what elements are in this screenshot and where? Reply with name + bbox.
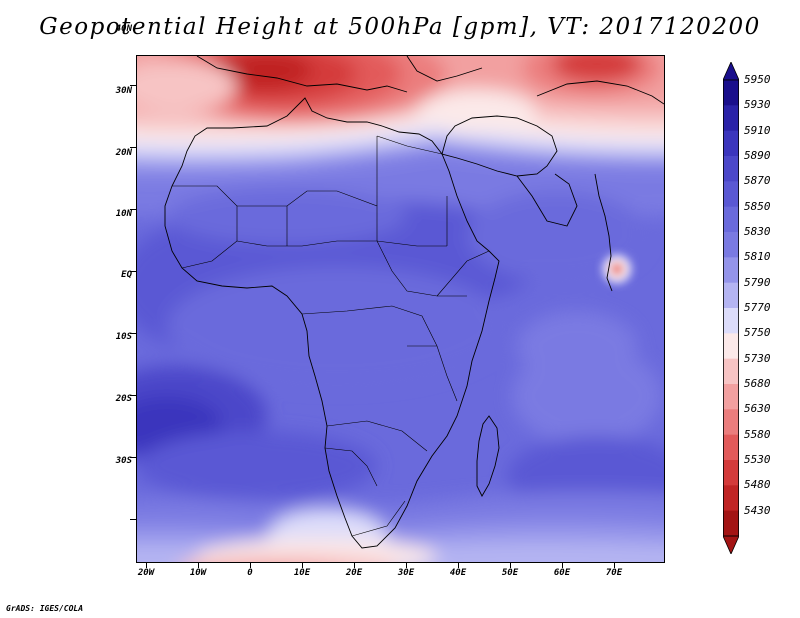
colorbar-segment	[723, 282, 739, 309]
colorbar-segment	[723, 333, 739, 360]
lat-label-40n: 40N	[115, 24, 132, 34]
colorbar-label: 5810	[744, 250, 771, 264]
lat-tick	[130, 333, 136, 334]
lon-label-30e: 30E	[397, 568, 415, 578]
colorbar-label: 5870	[744, 174, 771, 188]
lat-label-20n: 20N	[115, 148, 132, 158]
lon-tick	[146, 563, 147, 568]
colorbar-segment	[723, 105, 739, 132]
lon-label-20e: 20E	[345, 568, 363, 578]
lat-tick	[130, 147, 136, 148]
lon-tick	[562, 563, 563, 568]
lon-label-70e: 70E	[605, 568, 623, 578]
lon-tick	[198, 563, 199, 568]
colorbar-segment	[723, 80, 739, 106]
height-field-map	[137, 56, 664, 562]
colorbar-label: 5930	[744, 98, 771, 112]
lat-tick	[130, 271, 136, 272]
lon-tick	[354, 563, 355, 568]
cyclone-feature	[601, 253, 633, 285]
colorbar-segment	[723, 232, 739, 258]
colorbar-segment	[723, 460, 739, 486]
lon-label-20w: 20W	[137, 568, 155, 578]
colorbar-label: 5770	[744, 301, 771, 314]
height-field-contours	[137, 56, 664, 562]
lon-tick	[302, 563, 303, 568]
colorbar-label: 5630	[744, 402, 771, 416]
lon-tick	[458, 563, 459, 568]
colorbar-segment	[723, 358, 739, 385]
map-title: Geopotential Height at 500hPa [gpm], VT:…	[39, 14, 761, 40]
lon-label-10w: 10W	[189, 568, 207, 578]
colorbar-label: 5950	[744, 73, 771, 86]
colorbar-label: 5430	[744, 503, 771, 517]
colorbar-cap-bottom	[723, 535, 739, 554]
lon-tick	[510, 563, 511, 568]
colorbar-segment	[723, 409, 739, 436]
colorbar-label: 5580	[744, 427, 771, 441]
lat-label-eq: EQ	[121, 270, 132, 280]
colorbar-label: 5830	[744, 225, 771, 238]
colorbar-segment	[723, 181, 739, 208]
colorbar-segment	[723, 130, 739, 157]
lon-label-40e: 40E	[449, 568, 467, 578]
colorbar-label: 5910	[744, 123, 771, 137]
lon-label-60e: 60E	[553, 568, 571, 578]
colorbar-label: 5750	[744, 326, 771, 340]
colorbar-label: 5480	[744, 478, 771, 492]
colorbar-segment	[723, 308, 739, 334]
lat-label-30n: 30N	[115, 86, 132, 96]
colorbar-segment	[723, 434, 739, 461]
lat-label-20s: 20S	[115, 394, 132, 404]
credit-text: GrADS: IGES/COLA	[6, 604, 84, 613]
colorbar-label: 5680	[744, 377, 771, 390]
coastlines	[164, 56, 664, 549]
colorbar-segment	[723, 257, 739, 284]
colorbar-label: 5730	[744, 351, 771, 365]
colorbar-label: 5890	[744, 149, 771, 162]
lat-label-30s: 30S	[115, 456, 132, 466]
colorbar-cap-top	[723, 62, 739, 81]
colorbar-segment	[723, 510, 739, 537]
country-borders	[172, 135, 490, 537]
colorbar-segment	[723, 206, 739, 233]
colorbar-label: 5530	[744, 453, 771, 466]
lat-tick	[130, 85, 136, 86]
lon-tick	[250, 563, 251, 568]
lat-label-10n: 10N	[115, 209, 132, 219]
colorbar-outline	[723, 79, 739, 537]
colorbar-segment	[723, 384, 739, 410]
lon-tick	[406, 563, 407, 568]
lat-tick	[130, 519, 136, 520]
colorbar	[723, 62, 739, 554]
colorbar-segment	[723, 156, 739, 182]
lat-tick	[130, 395, 136, 396]
map-area[interactable]	[136, 55, 665, 563]
lat-tick	[130, 209, 136, 210]
colorbar-segment	[723, 485, 739, 512]
lon-label-10e: 10E	[293, 568, 311, 578]
colorbar-label: 5850	[744, 199, 771, 213]
lon-tick	[614, 563, 615, 568]
lon-label-0: 0	[247, 568, 253, 578]
lat-tick	[130, 457, 136, 458]
lat-label-10s: 10S	[115, 332, 132, 342]
colorbar-label: 5790	[744, 275, 771, 289]
lon-label-50e: 50E	[501, 568, 519, 578]
